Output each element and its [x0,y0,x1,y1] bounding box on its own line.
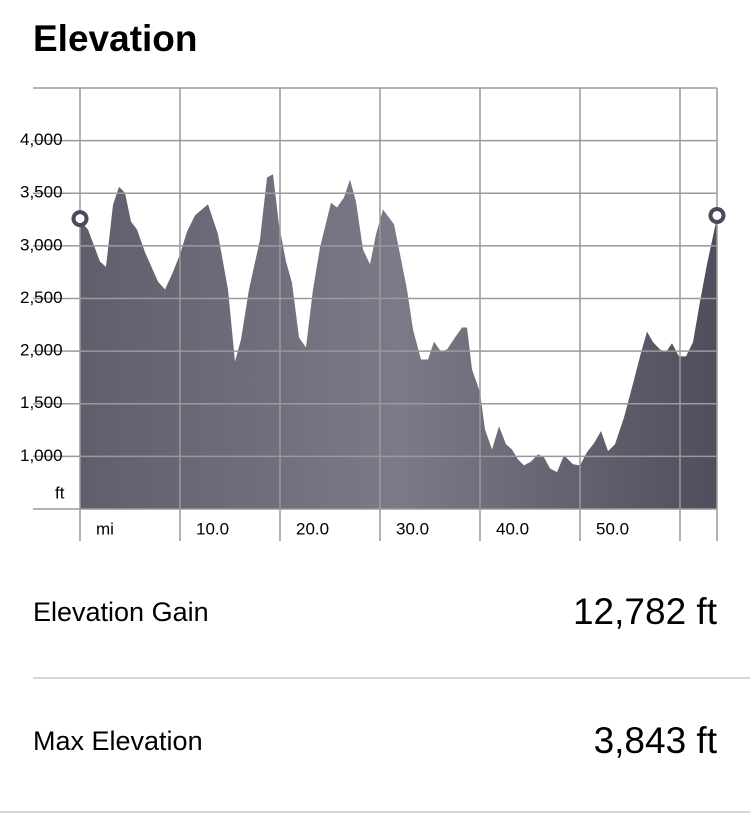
page-title: Elevation [33,18,198,59]
x-tick-label: 40.0 [496,519,529,538]
x-tick-label: 20.0 [296,519,329,538]
stat-label: Elevation Gain [33,597,209,627]
stat-label: Max Elevation [33,726,203,756]
stat-value: 12,782 ft [573,591,718,632]
y-tick-label: 1,000 [20,446,63,465]
elevation-chart: 1,000 1,500 2,000 2,500 3,000 3,500 4,000 ft mi 1… [20,87,726,541]
y-tick-label: 3,000 [20,235,63,254]
stat-value: 3,843 ft [594,720,718,761]
x-tick-label: 10.0 [196,519,229,538]
y-unit-label: ft [55,483,65,502]
y-tick-label: 1,500 [20,393,63,412]
y-tick-label: 3,500 [20,183,63,202]
y-tick-label: 2,000 [20,341,63,360]
y-tick-label: 2,500 [20,288,63,307]
end-marker [708,206,726,224]
x-tick-label: 50.0 [596,519,629,538]
x-tick-label: 30.0 [396,519,429,538]
end-marker [71,210,89,228]
y-tick-label: 4,000 [20,130,63,149]
x-tick-label: mi [96,519,114,538]
elevation-area [80,174,717,509]
